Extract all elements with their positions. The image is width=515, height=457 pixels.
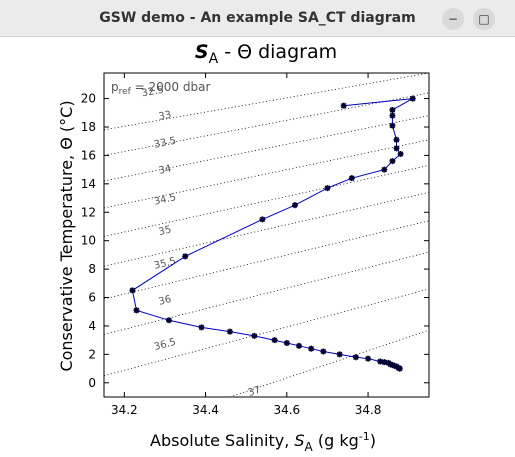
y-tick-label-8: 16 <box>81 148 96 162</box>
isopycnal-layer: 32.5 33 33.5 34 34.5 35 35.5 36 36.5 37 <box>104 73 429 399</box>
x-axis-ticks: 34.2 34.4 34.6 34.8 <box>111 73 381 417</box>
y-tick-label-7: 14 <box>81 177 96 191</box>
x-axis-label-main: Absolute Salinity, <box>150 431 294 450</box>
chart-title: SA - Θ diagram <box>195 41 337 67</box>
isopycnal-line-2 <box>104 115 429 182</box>
data-point-0-37 <box>396 365 403 372</box>
x-tick-label-0: 34.2 <box>111 403 138 417</box>
isopycnal-label-8: 36.5 <box>153 337 177 353</box>
x-tick-label-2: 34.6 <box>273 403 300 417</box>
isopycnal-label-7: 36 <box>158 294 173 308</box>
data-point-0-13 <box>259 216 266 223</box>
data-point-0-20 <box>251 332 258 339</box>
data-point-0-6 <box>393 145 400 152</box>
isopycnal-line-6 <box>104 220 429 300</box>
data-point-0-12 <box>291 202 298 209</box>
data-point-0-26 <box>336 351 343 358</box>
y-axis-ticks: 0 2 4 6 8 10 12 14 16 18 20 <box>81 92 429 390</box>
isopycnal-line-9 <box>229 329 429 397</box>
data-point-0-23 <box>296 342 302 349</box>
y-tick-label-0: 0 <box>88 376 96 390</box>
data-point-0-24 <box>308 345 315 352</box>
y-tick-label-5: 10 <box>81 234 96 248</box>
x-axis-label-close: ) <box>370 431 376 450</box>
isopycnal-label-3: 34 <box>158 163 173 176</box>
pref-annotation: pref = 2000 dbar <box>111 80 210 97</box>
isopycnal-line-5 <box>104 191 429 267</box>
data-point-0-4 <box>389 122 396 129</box>
isopycnal-line-4 <box>104 164 429 237</box>
data-point-0-2 <box>389 106 396 113</box>
data-point-0-14 <box>182 253 189 260</box>
x-axis-label-sub: A <box>305 440 314 454</box>
isopycnal-label-2: 33.5 <box>153 136 177 151</box>
data-point-0-25 <box>320 348 327 355</box>
data-point-0-21 <box>271 337 278 344</box>
chart-title-sub: A <box>209 51 219 67</box>
y-tick-label-9: 18 <box>81 120 96 134</box>
isopycnal-line-1 <box>104 92 429 156</box>
y-tick-label-3: 6 <box>88 291 96 305</box>
isopycnal-label-4: 34.5 <box>153 192 177 208</box>
y-tick-label-6: 12 <box>81 205 96 219</box>
data-point-0-16 <box>133 307 140 314</box>
x-axis-label-var: S <box>294 431 304 450</box>
y-tick-label-1: 2 <box>88 347 96 361</box>
data-point-0-18 <box>198 324 205 331</box>
data-point-0-17 <box>166 317 172 324</box>
x-tick-label-1: 34.4 <box>192 403 219 417</box>
minimize-button[interactable]: − <box>442 8 464 30</box>
data-point-0-15 <box>129 287 136 294</box>
data-point-0-27 <box>352 354 359 361</box>
isopycnal-label-6: 35.5 <box>153 256 177 272</box>
data-point-0-5 <box>393 136 400 143</box>
x-axis-label: Absolute Salinity, SA (g kg-1) <box>150 430 376 454</box>
window-title: GSW demo - An example SA_CT diagram <box>99 10 416 26</box>
data-point-0-10 <box>348 175 355 182</box>
profile-series <box>129 95 416 372</box>
data-point-0-11 <box>324 185 331 192</box>
data-point-0-30 <box>381 359 388 366</box>
x-axis-label-units: (g kg <box>313 431 359 450</box>
plot-frame <box>103 72 430 398</box>
data-point-0-19 <box>226 328 233 335</box>
data-point-0-9 <box>381 166 388 173</box>
isopycnal-label-9: 37 <box>247 385 263 399</box>
x-axis-label-sup: -1 <box>359 430 370 443</box>
chart-title-var: S <box>195 41 209 63</box>
pref-annotation-sub: ref <box>119 87 132 97</box>
data-point-0-28 <box>365 355 372 362</box>
x-tick-label-3: 34.8 <box>355 403 382 417</box>
isopycnal-line-0 <box>104 73 429 131</box>
pref-annotation-main: p <box>111 80 119 94</box>
y-tick-label-2: 4 <box>88 319 96 333</box>
data-point-0-1 <box>409 95 416 102</box>
data-point-0-8 <box>389 158 396 165</box>
data-point-0-22 <box>283 340 290 346</box>
isopycnal-label-0: 32.5 <box>141 85 165 100</box>
pref-annotation-rest: = 2000 dbar <box>131 80 211 94</box>
data-point-0-0 <box>340 102 347 109</box>
isopycnal-line-8 <box>104 288 429 377</box>
isopycnal-label-1: 33 <box>158 110 173 123</box>
maximize-button[interactable]: □ <box>473 8 495 30</box>
isopycnal-label-5: 35 <box>158 224 173 238</box>
window-titlebar: GSW demo - An example SA_CT diagram − □ <box>0 0 515 37</box>
chart-title-rest: - Θ diagram <box>218 41 337 63</box>
y-axis-label: Conservative Temperature, Θ (°C) <box>57 100 76 371</box>
data-point-0-3 <box>389 112 396 119</box>
data-point-0-7 <box>397 151 404 157</box>
isopycnal-line-3 <box>104 139 429 209</box>
y-tick-label-4: 8 <box>88 262 96 276</box>
y-tick-label-10: 20 <box>81 92 96 106</box>
data-point-0-29 <box>377 358 384 365</box>
